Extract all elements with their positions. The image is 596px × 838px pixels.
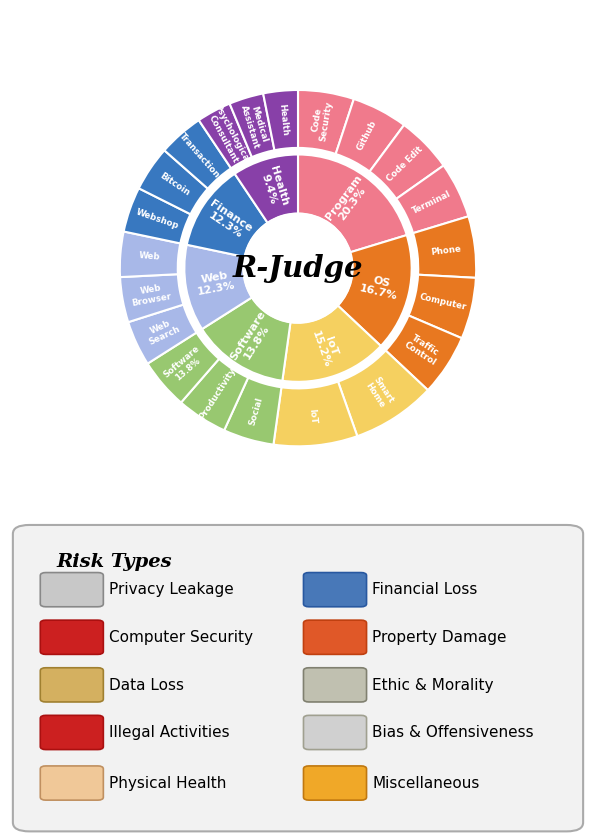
- Wedge shape: [120, 274, 184, 322]
- Wedge shape: [338, 350, 428, 436]
- FancyBboxPatch shape: [303, 620, 367, 654]
- Text: Computer: Computer: [419, 292, 468, 312]
- Wedge shape: [235, 154, 298, 223]
- Wedge shape: [224, 378, 281, 445]
- Text: Code Edit: Code Edit: [385, 144, 424, 184]
- Text: Financial Loss: Financial Loss: [372, 582, 477, 597]
- Wedge shape: [139, 150, 208, 215]
- Text: Code
Security: Code Security: [309, 100, 334, 142]
- Text: OS
16.7%: OS 16.7%: [359, 272, 401, 302]
- FancyBboxPatch shape: [41, 572, 103, 607]
- Wedge shape: [283, 306, 381, 382]
- Text: IoT: IoT: [308, 409, 318, 425]
- FancyBboxPatch shape: [41, 668, 103, 702]
- Text: Program
20.3%: Program 20.3%: [324, 173, 372, 228]
- Text: Data Loss: Data Loss: [109, 677, 184, 692]
- FancyBboxPatch shape: [41, 620, 103, 654]
- Text: Web
Search: Web Search: [144, 316, 182, 347]
- Text: Illegal Activities: Illegal Activities: [109, 725, 229, 740]
- Text: Finance
12.3%: Finance 12.3%: [202, 199, 254, 243]
- Text: R-Judge: R-Judge: [233, 254, 363, 282]
- Wedge shape: [181, 359, 248, 430]
- Text: Terminal: Terminal: [411, 189, 453, 216]
- Text: Social: Social: [248, 396, 265, 427]
- Wedge shape: [123, 189, 191, 243]
- Text: Web
12.3%: Web 12.3%: [194, 270, 236, 297]
- Wedge shape: [263, 90, 298, 150]
- Text: Github: Github: [355, 119, 378, 153]
- Wedge shape: [148, 333, 219, 402]
- Wedge shape: [274, 381, 357, 447]
- FancyBboxPatch shape: [303, 766, 367, 800]
- Text: Traffic
Control: Traffic Control: [403, 332, 443, 368]
- Text: Computer Security: Computer Security: [109, 630, 253, 645]
- Text: Psychological
Consultant: Psychological Consultant: [204, 103, 252, 170]
- Text: Phone: Phone: [430, 244, 462, 256]
- FancyBboxPatch shape: [13, 525, 583, 831]
- Text: Ethic & Morality: Ethic & Morality: [372, 677, 493, 692]
- Text: Privacy Leakage: Privacy Leakage: [109, 582, 234, 597]
- Wedge shape: [298, 90, 354, 154]
- Text: Webshop: Webshop: [135, 207, 180, 230]
- Wedge shape: [336, 99, 404, 172]
- Wedge shape: [164, 120, 231, 189]
- Wedge shape: [229, 93, 275, 158]
- Text: Bias & Offensiveness: Bias & Offensiveness: [372, 725, 533, 740]
- FancyBboxPatch shape: [41, 716, 103, 749]
- Wedge shape: [187, 173, 268, 257]
- Text: Software
13.8%: Software 13.8%: [162, 344, 208, 387]
- Text: Bitcoin: Bitcoin: [158, 172, 191, 198]
- Text: Web: Web: [138, 251, 160, 261]
- Text: Software
13.8%: Software 13.8%: [228, 309, 277, 369]
- Text: Risk Types: Risk Types: [57, 553, 172, 572]
- Circle shape: [243, 214, 353, 323]
- FancyBboxPatch shape: [303, 668, 367, 702]
- Wedge shape: [408, 275, 476, 339]
- FancyBboxPatch shape: [303, 572, 367, 607]
- Wedge shape: [396, 165, 468, 233]
- Wedge shape: [128, 304, 197, 364]
- Text: Physical Health: Physical Health: [109, 776, 226, 791]
- Text: Health
9.4%: Health 9.4%: [257, 165, 290, 210]
- Wedge shape: [370, 125, 443, 199]
- Wedge shape: [413, 216, 476, 278]
- FancyBboxPatch shape: [303, 716, 367, 749]
- Text: Web
Browser: Web Browser: [130, 282, 173, 308]
- Text: Productivity: Productivity: [197, 366, 237, 422]
- Wedge shape: [199, 104, 252, 168]
- Text: Health: Health: [277, 103, 290, 136]
- Wedge shape: [202, 297, 290, 380]
- Wedge shape: [120, 231, 181, 277]
- Text: Smart
Home: Smart Home: [364, 375, 396, 411]
- Wedge shape: [338, 235, 412, 346]
- FancyBboxPatch shape: [41, 766, 103, 800]
- Wedge shape: [386, 315, 462, 391]
- Text: Miscellaneous: Miscellaneous: [372, 776, 479, 791]
- Text: IoT
15.2%: IoT 15.2%: [310, 326, 342, 370]
- Text: Medical
Assistant: Medical Assistant: [239, 101, 270, 150]
- Wedge shape: [184, 245, 252, 329]
- Wedge shape: [298, 154, 406, 252]
- Text: Transaction: Transaction: [178, 132, 222, 180]
- Text: Property Damage: Property Damage: [372, 630, 507, 645]
